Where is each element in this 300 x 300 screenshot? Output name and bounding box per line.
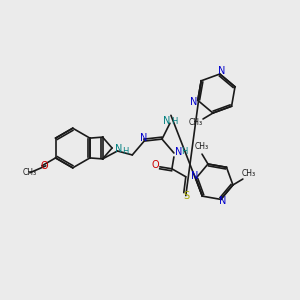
- Text: O: O: [41, 161, 49, 171]
- Text: N: N: [218, 66, 226, 76]
- Text: CH₃: CH₃: [189, 118, 203, 127]
- Text: S: S: [184, 190, 190, 201]
- Text: N: N: [175, 147, 182, 157]
- Text: H: H: [171, 117, 177, 126]
- Text: N: N: [219, 196, 226, 206]
- Text: H: H: [182, 148, 188, 157]
- Text: N: N: [191, 172, 199, 182]
- Text: O: O: [151, 160, 159, 170]
- Text: H: H: [122, 148, 128, 157]
- Text: N: N: [140, 133, 148, 143]
- Text: N: N: [115, 144, 123, 154]
- Text: CH₃: CH₃: [195, 142, 209, 151]
- Text: CH₃: CH₃: [23, 168, 37, 177]
- Text: N: N: [190, 97, 197, 107]
- Text: CH₃: CH₃: [242, 169, 256, 178]
- Text: N: N: [163, 116, 171, 126]
